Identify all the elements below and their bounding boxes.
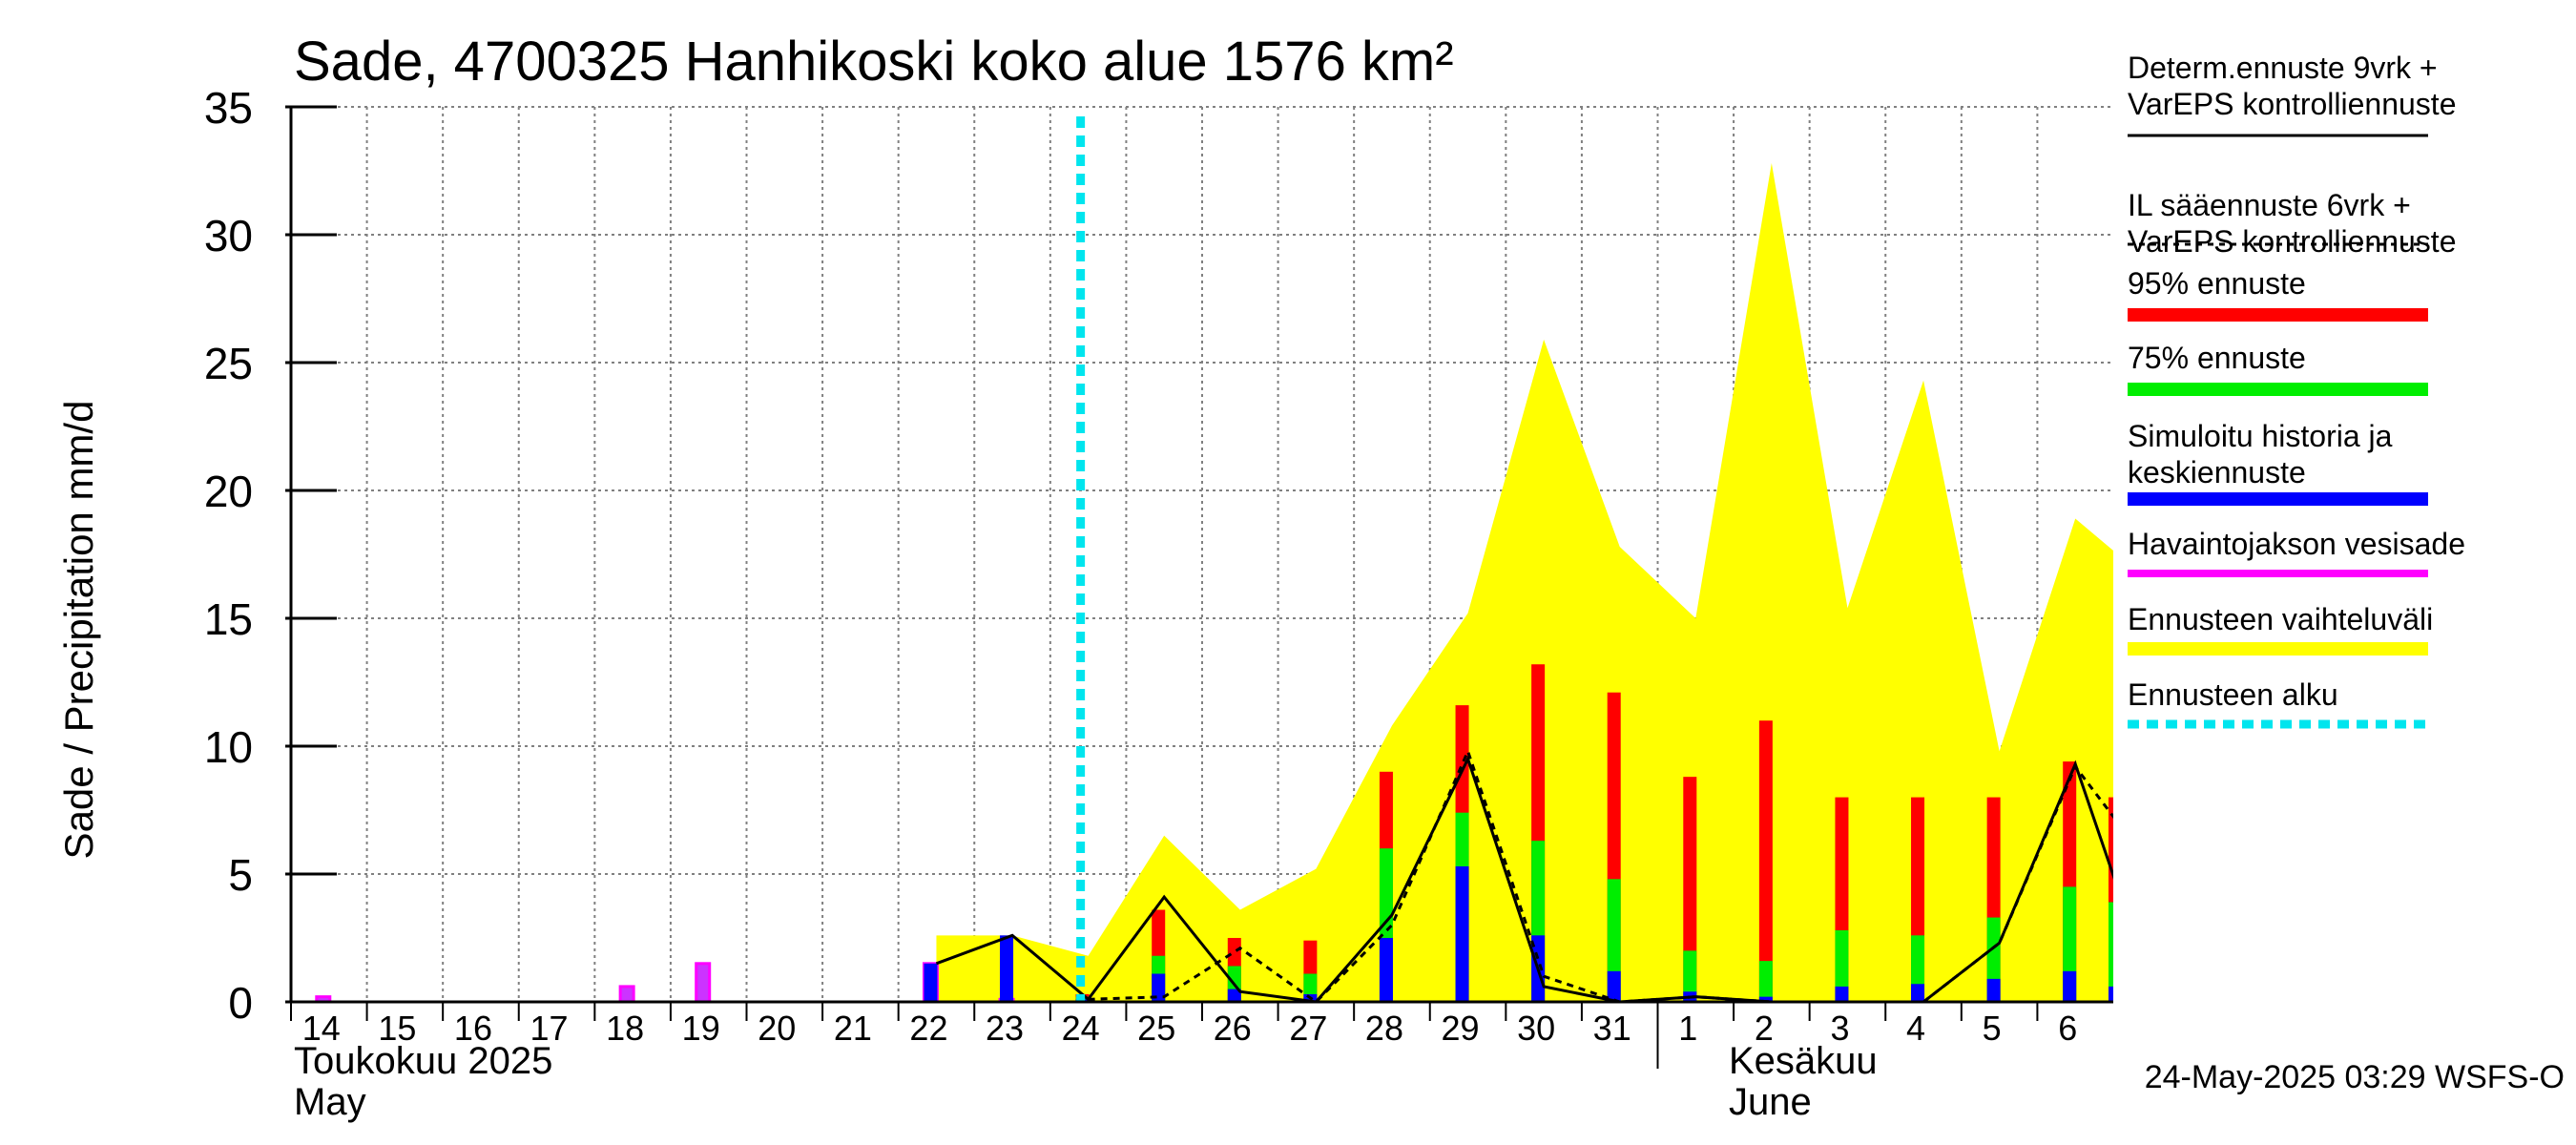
y-tick-label: 20 bbox=[204, 467, 253, 516]
deterministic-forecast-line bbox=[935, 755, 2113, 1002]
footer-timestamp: 24-May-2025 03:29 WSFS-O bbox=[2145, 1059, 2565, 1095]
x-tick-label: 18 bbox=[606, 1009, 644, 1048]
observed-rain-bar bbox=[618, 985, 635, 1004]
x-tick-label: 23 bbox=[986, 1009, 1024, 1048]
x-tick-label: 26 bbox=[1214, 1009, 1252, 1048]
range-band-area bbox=[936, 162, 2113, 1002]
bar-mean bbox=[1227, 989, 1241, 1002]
legend-label: Determ.ennuste 9vrk + bbox=[2128, 51, 2438, 85]
x-tick-label: 29 bbox=[1442, 1009, 1480, 1048]
bar-p75 bbox=[1607, 879, 1621, 1002]
legend-label: Ennusteen vaihteluväli bbox=[2128, 602, 2433, 636]
x-tick-label: 28 bbox=[1365, 1009, 1403, 1048]
observed-rain-bar bbox=[695, 962, 712, 1004]
y-tick-label: 5 bbox=[228, 850, 253, 900]
y-axis-label: Sade / Precipitation mm/d bbox=[56, 401, 101, 860]
x-tick-label: 1 bbox=[1678, 1009, 1697, 1048]
bar-mean bbox=[2109, 986, 2113, 1002]
x-tick-label: 25 bbox=[1137, 1009, 1175, 1048]
simulated-history-bar bbox=[924, 963, 938, 1002]
legend-label: Simuloitu historia ja bbox=[2128, 419, 2393, 453]
il-forecast-line bbox=[1088, 747, 2113, 1002]
legend-label: VarEPS kontrolliennuste bbox=[2128, 87, 2456, 121]
forecast-range-band bbox=[936, 162, 2113, 1002]
bar-group bbox=[315, 664, 2113, 1004]
x-tick-label: 6 bbox=[2058, 1009, 2077, 1048]
bar-mean bbox=[1152, 973, 1166, 1002]
x-tick-label: 24 bbox=[1062, 1009, 1100, 1048]
x-tick-label: 17 bbox=[530, 1009, 569, 1048]
bar-mean bbox=[1455, 865, 1469, 1002]
y-tick-label: 0 bbox=[228, 978, 253, 1028]
month-label-june-fi: Kesäkuu bbox=[1729, 1040, 1878, 1082]
x-tick-label: 31 bbox=[1593, 1009, 1631, 1048]
legend-label: 75% ennuste bbox=[2128, 341, 2306, 375]
month-label-may-en: May bbox=[294, 1081, 366, 1123]
bar-mean bbox=[2063, 970, 2077, 1002]
forecast-lines bbox=[935, 747, 2113, 1002]
x-tick-label: 22 bbox=[909, 1009, 947, 1048]
legend-label: VarEPS kontrolliennuste bbox=[2128, 224, 2456, 259]
simulated-history-bar bbox=[1000, 935, 1014, 1002]
month-label-may-fi: Toukokuu 2025 bbox=[294, 1040, 552, 1082]
x-tick-label: 20 bbox=[758, 1009, 796, 1048]
bar-mean bbox=[1379, 938, 1393, 1002]
y-tick-label: 25 bbox=[204, 339, 253, 388]
x-tick-label: 3 bbox=[1830, 1009, 1849, 1048]
bar-p75 bbox=[1758, 961, 1773, 1002]
bar-p95 bbox=[1758, 720, 1773, 1002]
y-tick-label: 35 bbox=[204, 83, 253, 133]
y-tick-label: 10 bbox=[204, 722, 253, 772]
bar-p75 bbox=[1683, 950, 1697, 1002]
x-tick-label: 5 bbox=[1983, 1009, 2002, 1048]
x-tick-label: 30 bbox=[1517, 1009, 1555, 1048]
bar-p75 bbox=[1835, 929, 1849, 1002]
x-tick-label: 16 bbox=[454, 1009, 492, 1048]
month-label-june-en: June bbox=[1729, 1081, 1812, 1123]
x-tick-label: 21 bbox=[834, 1009, 872, 1048]
bar-p75 bbox=[2109, 902, 2113, 1002]
x-tick-label: 2 bbox=[1755, 1009, 1774, 1048]
chart-title: Sade, 4700325 Hanhikoski koko alue 1576 … bbox=[294, 31, 1454, 93]
x-tick-label: 27 bbox=[1289, 1009, 1327, 1048]
legend-label: keskiennuste bbox=[2128, 455, 2306, 489]
legend-label: Havaintojakson vesisade bbox=[2128, 527, 2465, 561]
grid-lines bbox=[291, 106, 2113, 1002]
x-tick-label: 4 bbox=[1906, 1009, 1925, 1048]
y-tick-label: 30 bbox=[204, 211, 253, 260]
legend-label: IL sääennuste 6vrk + bbox=[2128, 188, 2411, 222]
x-tick-label: 19 bbox=[682, 1009, 720, 1048]
bar-mean bbox=[1835, 986, 1849, 1002]
x-tick-label: 14 bbox=[302, 1009, 341, 1048]
legend-label: Ennusteen alku bbox=[2128, 677, 2338, 712]
legend-label: 95% ennuste bbox=[2128, 266, 2306, 301]
bar-p95 bbox=[1683, 777, 1697, 1002]
bar-mean bbox=[1607, 970, 1621, 1002]
bar-mean bbox=[1986, 978, 2001, 1002]
y-tick-label: 15 bbox=[204, 594, 253, 644]
x-tick-label: 15 bbox=[378, 1009, 416, 1048]
bar-mean bbox=[1911, 984, 1925, 1002]
bar-mean bbox=[1758, 996, 1773, 1002]
legend: Determ.ennuste 9vrk +VarEPS kontrollienn… bbox=[2128, 51, 2465, 729]
month-labels: Toukokuu 2025 May Kesäkuu June bbox=[294, 1040, 1878, 1123]
bar-p95 bbox=[2109, 797, 2113, 1002]
